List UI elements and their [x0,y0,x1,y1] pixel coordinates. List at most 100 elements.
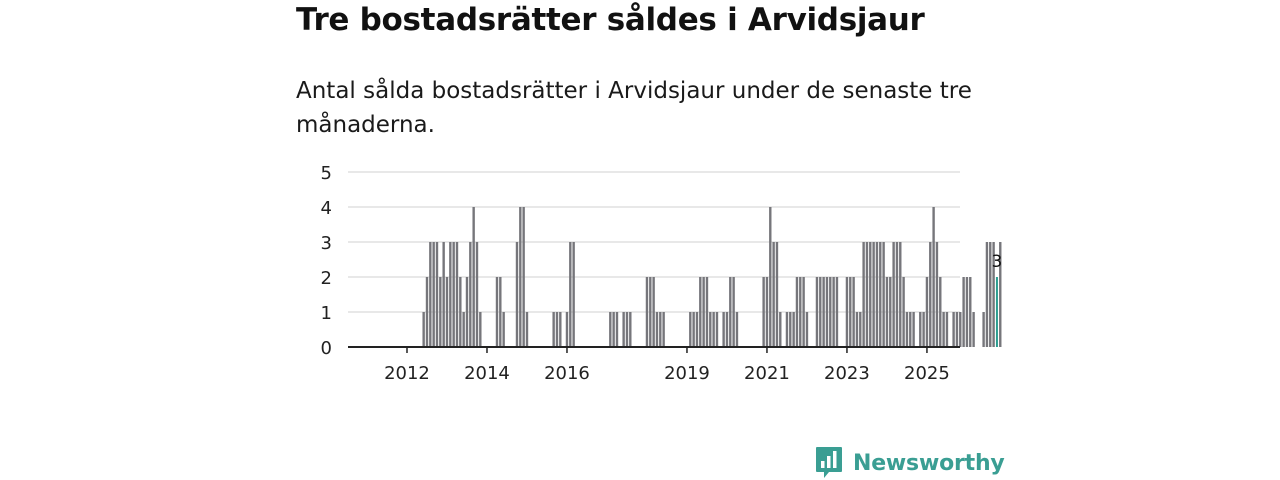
x-tick-label-2023: 2023 [824,363,870,384]
bar [712,312,715,347]
bar [725,312,729,347]
bar [629,312,632,347]
bar [715,312,719,347]
bar [845,277,849,347]
bar [565,312,569,347]
x-tick-label-2021: 2021 [744,363,790,384]
bar [559,312,562,347]
bar [882,242,885,347]
bar [612,312,615,347]
bar [892,242,895,347]
y-tick-label-4: 4 [321,198,332,219]
bar [495,277,499,347]
bar [999,242,1002,347]
bar [969,277,972,347]
bar [445,277,449,347]
y-tick-label-1: 1 [321,303,332,324]
bar [852,277,855,347]
bar [465,277,469,347]
bar [835,277,839,347]
bar [985,242,989,347]
bar [572,242,575,347]
bar [815,277,819,347]
bar [732,277,735,347]
bar [932,207,935,347]
x-tick-label-2016: 2016 [544,363,590,384]
bar [502,312,505,347]
bar [722,312,725,347]
bar [899,242,902,347]
bar [442,242,445,347]
bar [952,312,955,347]
bar [425,277,429,347]
bar [942,312,945,347]
bar [555,312,559,347]
bar [935,242,939,347]
bar [959,312,962,347]
bar [435,242,439,347]
bar [772,242,775,347]
bar [625,312,629,347]
bar [792,312,795,347]
bar [885,277,889,347]
bar [609,312,612,347]
bar [922,312,925,347]
bar [449,242,452,347]
bar [982,312,985,347]
bar [912,312,915,347]
bar [945,312,949,347]
y-tick-label-3: 3 [321,233,332,254]
x-tick-label-2014: 2014 [464,363,510,384]
bar [775,242,779,347]
bar [649,277,652,347]
bar [879,242,882,347]
bar [432,242,435,347]
bar [429,242,432,347]
bar [522,207,525,347]
bar-chart: 0 1 2 3 4 5 2012 2014 2016 2019 2021 2023 2025 3 [321,163,1003,384]
highlight-value-label: 3 [992,252,1003,272]
chart-subtitle: Antal sålda bostadsrätter i Arvidsjaur u… [296,78,972,138]
y-tick-label-5: 5 [321,163,332,184]
bar [692,312,695,347]
bar [695,312,699,347]
bar [925,277,929,347]
bar [709,312,712,347]
bar [869,242,872,347]
bar [645,277,649,347]
x-tick-label-2012: 2012 [384,363,430,384]
annotations: 3 [992,252,1003,272]
bar [849,277,852,347]
bar [832,277,835,347]
y-tick-label-0: 0 [321,338,332,359]
newsworthy-icon [816,447,842,478]
bar [705,277,709,347]
chart-title: Tre bostadsrätter såldes i Arvidsjaur [296,2,925,38]
bar [955,312,959,347]
bar [765,277,769,347]
bar [475,242,479,347]
bar [865,242,869,347]
bar [479,312,482,347]
bar [459,277,462,347]
x-axis-labels: 2012 2014 2016 2019 2021 2023 2025 [384,363,950,384]
bar [689,312,692,347]
bar [875,242,879,347]
bar [859,312,862,347]
bar [905,312,909,347]
bar [805,312,809,347]
bar [909,312,912,347]
newsworthy-logo[interactable]: Newsworthy [815,446,1005,480]
bar [652,277,655,347]
bar [919,312,922,347]
bar [452,242,455,347]
x-tick-label-2025: 2025 [904,363,950,384]
bar [972,312,975,347]
bar [735,312,739,347]
bar [965,277,969,347]
bar [762,277,765,347]
x-tick-label-2019: 2019 [664,363,710,384]
bar-highlight [995,277,998,347]
bar [519,207,522,347]
bar [569,242,572,347]
